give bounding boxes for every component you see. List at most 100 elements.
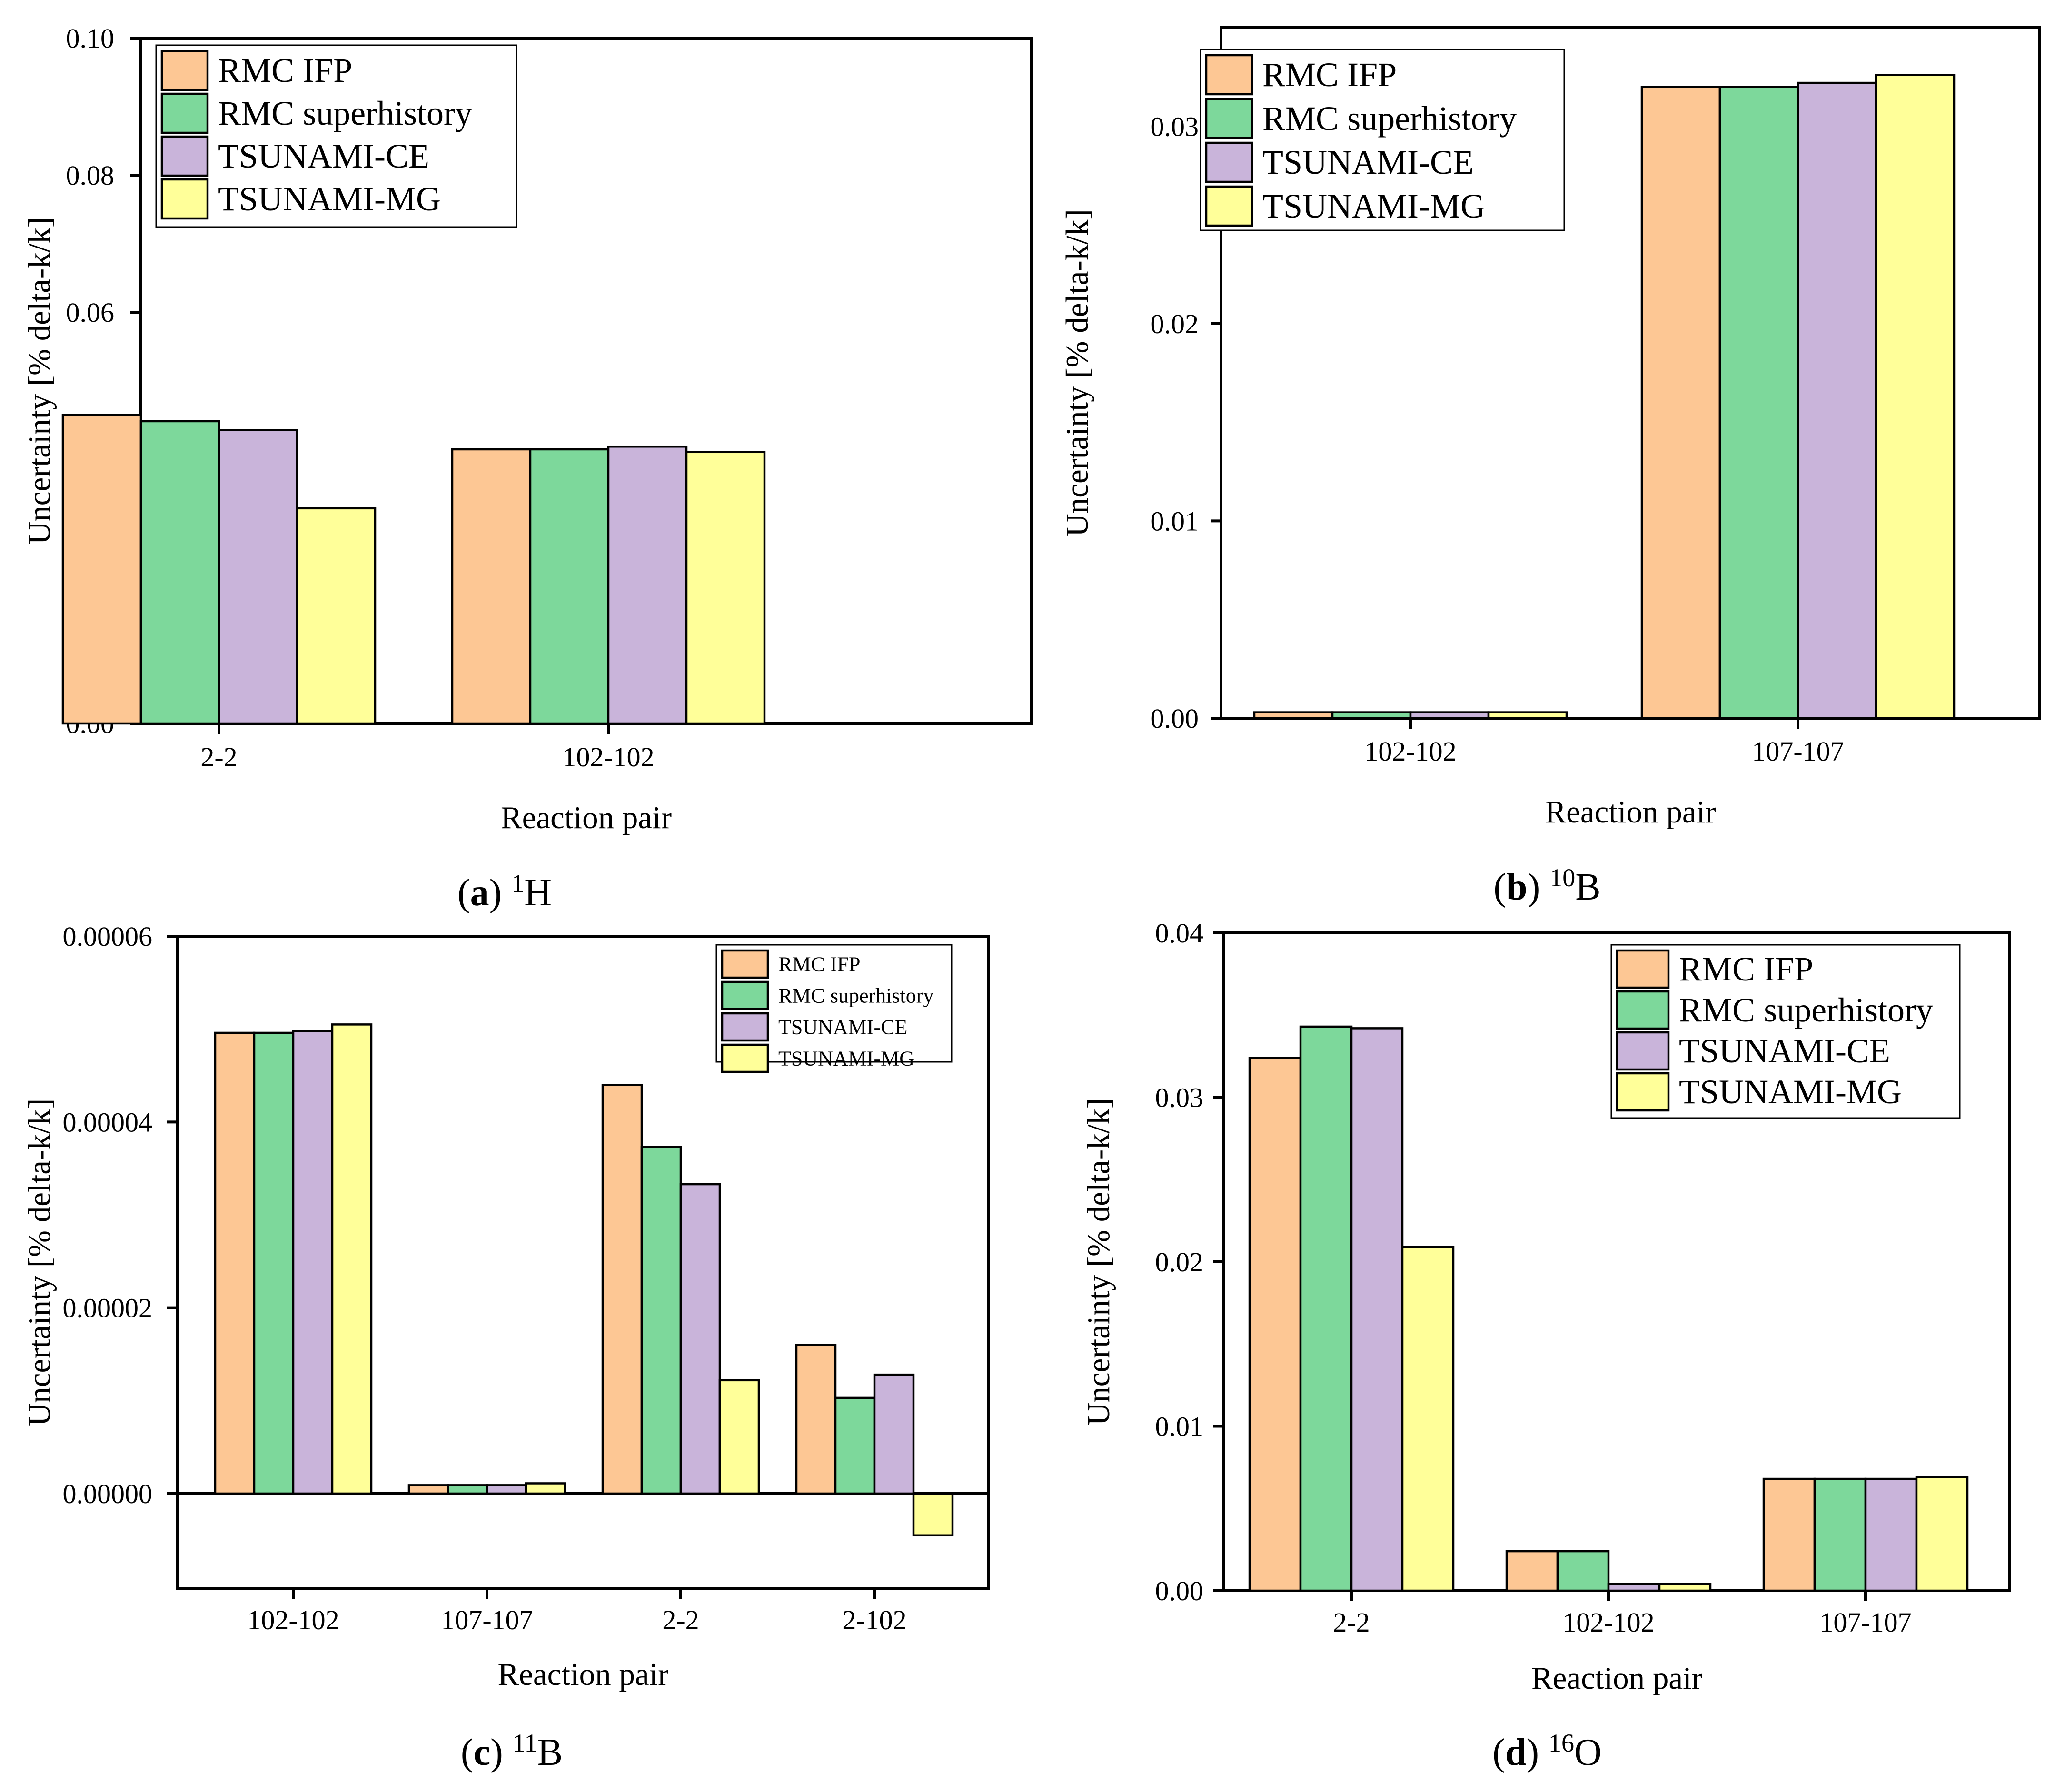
bar-tsunami-ce-102-102 xyxy=(1607,1583,1661,1592)
legend: RMC IFP RMC superhistory TSUNAMI-CE TSUNAMI… xyxy=(1200,49,1565,231)
bar-rmc-ifp-107-107 xyxy=(1640,86,1721,720)
y-tick-label: 0.01 xyxy=(1151,505,1199,536)
bar-rmc-superhistory-102-102 xyxy=(253,1031,295,1495)
legend-swatch xyxy=(721,1043,769,1073)
legend-label: RMC IFP xyxy=(1679,950,1813,988)
bar-tsunami-ce-2-102 xyxy=(873,1373,915,1495)
bar-rmc-ifp-102-102 xyxy=(1505,1550,1559,1592)
legend-label: TSUNAMI-CE xyxy=(1679,1032,1890,1070)
y-tick-label: 0.00 xyxy=(1155,1575,1204,1606)
bar-tsunami-ce-102-102 xyxy=(607,445,688,725)
chart-panel-d: 0.00 0.01 0.02 0.03 0.04 2-2 102-102 107-107 Rea… xyxy=(1081,918,2011,1773)
y-tick-label: 0.00000 xyxy=(63,1478,153,1509)
legend-swatch xyxy=(721,949,769,979)
chart-panel-a: 0.000.020.040.060.080.102-2102-102Reacti… xyxy=(22,23,1033,914)
bar-tsunami-mg-102-102 xyxy=(1487,711,1568,720)
x-tick-label: 102-102 xyxy=(247,1604,339,1635)
bar-tsunami-ce-107-107 xyxy=(486,1484,527,1495)
y-axis-title: Uncertainty [% delta-k/k] xyxy=(22,1099,57,1426)
bar-rmc-ifp-2-2 xyxy=(61,414,142,725)
x-axis-title: Reaction pair xyxy=(1531,1661,1702,1696)
plot-frame xyxy=(176,935,990,1590)
bar-tsunami-ce-107-107 xyxy=(1797,81,1877,720)
y-tick-label: 0.10 xyxy=(66,23,115,54)
bar-rmc-superhistory-102-102 xyxy=(1556,1550,1610,1592)
y-tick-label: 0.01 xyxy=(1155,1411,1204,1442)
bar-tsunami-ce-2-2 xyxy=(679,1183,721,1495)
legend-swatch xyxy=(721,1012,769,1042)
bar-rmc-ifp-2-102 xyxy=(795,1344,837,1495)
bar-rmc-ifp-2-2 xyxy=(601,1084,643,1495)
bar-rmc-ifp-107-107 xyxy=(407,1484,449,1495)
y-axis-title: Uncertainty [% delta-k/k] xyxy=(1060,209,1095,536)
legend-label: TSUNAMI-CE xyxy=(778,1016,907,1039)
bar-rmc-superhistory-102-102 xyxy=(529,448,610,725)
x-tick-label: 2-2 xyxy=(200,742,237,772)
bar-tsunami-mg-102-102 xyxy=(331,1023,373,1495)
y-tick-label: 0.00004 xyxy=(63,1107,153,1138)
bar-rmc-ifp-102-102 xyxy=(1253,711,1334,720)
bar-tsunami-ce-102-102 xyxy=(292,1030,334,1495)
bar-rmc-superhistory-2-102 xyxy=(834,1396,876,1495)
y-axis-title: Uncertainty [% delta-k/k] xyxy=(1081,1098,1116,1426)
x-tick-label: 2-102 xyxy=(842,1604,906,1635)
bar-rmc-superhistory-2-2 xyxy=(640,1146,682,1495)
legend-swatch xyxy=(160,178,209,220)
bar-tsunami-mg-2-2 xyxy=(296,507,377,725)
x-tick-label: 102-102 xyxy=(562,742,654,772)
y-tick-label: 0.03 xyxy=(1151,111,1199,142)
panel-caption: (b) 10B xyxy=(1493,863,1600,908)
y-tick-label: 0.06 xyxy=(66,297,115,328)
legend-swatch xyxy=(1205,141,1253,183)
y-tick-label: 0.02 xyxy=(1155,1247,1204,1277)
bar-rmc-superhistory-107-107 xyxy=(447,1484,488,1495)
bar-tsunami-ce-107-107 xyxy=(1864,1477,1918,1592)
x-axis-title: Reaction pair xyxy=(501,800,672,835)
legend-label: TSUNAMI-MG xyxy=(778,1047,914,1070)
x-tick-label: 107-107 xyxy=(441,1604,533,1635)
y-tick-label: 0.04 xyxy=(1155,918,1204,949)
x-axis-title: Reaction pair xyxy=(497,1657,668,1692)
panel-caption: (d) 16O xyxy=(1492,1729,1602,1773)
y-tick-label: 0.02 xyxy=(1151,308,1199,339)
legend-label: TSUNAMI-CE xyxy=(1262,143,1474,181)
bar-rmc-superhistory-102-102 xyxy=(1331,711,1412,720)
legend-swatch xyxy=(1205,185,1253,227)
x-tick-label: 102-102 xyxy=(1364,736,1456,767)
bar-tsunami-mg-102-102 xyxy=(1658,1583,1712,1592)
x-tick-label: 2-2 xyxy=(1333,1607,1370,1638)
legend-label: RMC superhistory xyxy=(778,984,933,1008)
legend-label: RMC IFP xyxy=(218,51,352,89)
legend: RMC IFP RMC superhistory TSUNAMI-CE TSUNAMI… xyxy=(155,44,517,228)
legend-label: RMC superhistory xyxy=(218,94,472,132)
legend-swatch xyxy=(1205,54,1253,96)
plot-frame xyxy=(1220,26,2041,720)
legend-label: TSUNAMI-MG xyxy=(218,180,441,218)
y-tick-label: 0.00 xyxy=(1151,703,1199,734)
chart-panel-b: 0.00 0.01 0.02 0.03 102-102 107-107 Reaction p… xyxy=(1060,26,2041,908)
bar-tsunami-ce-2-2 xyxy=(1350,1027,1404,1592)
legend-box xyxy=(155,44,517,228)
bar-tsunami-ce-2-2 xyxy=(218,429,298,725)
bar-tsunami-mg-2-2 xyxy=(718,1379,760,1495)
legend-box xyxy=(1200,49,1565,231)
legend-swatch xyxy=(1616,990,1670,1030)
legend-swatch xyxy=(160,50,209,91)
panel-caption: (a) 1H xyxy=(457,869,552,914)
bar-rmc-superhistory-107-107 xyxy=(1718,86,1799,720)
x-tick-label: 107-107 xyxy=(1752,736,1844,767)
legend-swatch xyxy=(721,980,769,1010)
bar-rmc-ifp-2-2 xyxy=(1248,1057,1302,1592)
x-tick-label: 107-107 xyxy=(1819,1607,1911,1638)
legend-swatch xyxy=(1616,1031,1670,1071)
legend-label: RMC IFP xyxy=(778,953,860,976)
bar-rmc-superhistory-107-107 xyxy=(1813,1477,1867,1592)
bar-rmc-ifp-102-102 xyxy=(214,1031,256,1495)
legend-label: TSUNAMI-CE xyxy=(218,137,429,175)
x-axis-title: Reaction pair xyxy=(1545,794,1716,830)
y-tick-label: 0.00006 xyxy=(63,921,153,952)
bar-tsunami-mg-107-107 xyxy=(1875,74,1956,720)
x-tick-label: 2-2 xyxy=(662,1604,699,1635)
legend-swatch xyxy=(160,92,209,134)
